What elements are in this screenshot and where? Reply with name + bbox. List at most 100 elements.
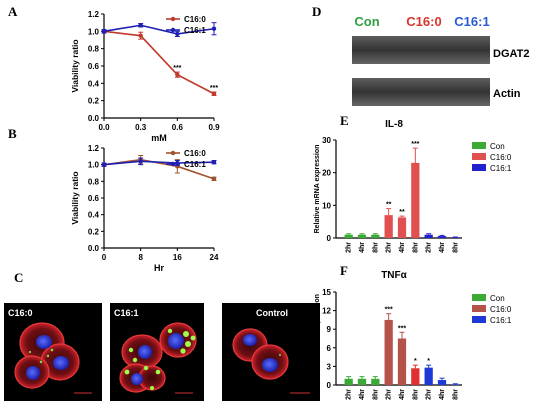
line-chart-a: 0.0 0.2 0.4 0.6 0.8 1.0 1.2 0.0 0.3 0.6 0.9 mM Viabi…	[70, 10, 220, 143]
bar	[344, 378, 353, 385]
x-tick-label: 8	[138, 253, 143, 262]
x-tick-label: 4hr	[359, 389, 366, 400]
y-tick-label: 0.8	[88, 177, 100, 186]
legend-label: C16:0	[184, 15, 206, 24]
legend-swatch	[472, 316, 486, 323]
line-chart-b: 0.0 0.2 0.4 0.6 0.8 1.0 1.2 0 8 16 24 Hr Viability r…	[70, 144, 219, 273]
data-point	[175, 31, 180, 37]
panel-label-a: A	[8, 4, 18, 19]
bar	[424, 367, 433, 385]
y-tick-label: 0.4	[88, 211, 100, 220]
legend-label: C16:0	[184, 149, 206, 158]
y-tick-label: 12	[322, 307, 331, 316]
y-tick-label: 15	[322, 288, 331, 297]
y-tick-label: 30	[322, 136, 331, 145]
x-tick-label: 2hr	[426, 389, 433, 400]
legend-swatch	[472, 164, 486, 171]
x-tick-label: 0.9	[208, 123, 220, 132]
legend-swatch	[472, 294, 486, 301]
significance-marker: ***	[411, 141, 419, 148]
y-tick-label: 0.2	[88, 227, 100, 236]
x-tick-label: 8hr	[452, 242, 459, 253]
y-tick-label: 1.2	[88, 144, 100, 153]
y-tick-label: 0	[327, 381, 332, 390]
chart-title: TNFα	[381, 270, 407, 281]
y-tick-label: 0	[327, 234, 332, 243]
bar	[371, 234, 380, 238]
chart-title: IL-8	[385, 119, 403, 130]
micrograph-label: C16:1	[114, 308, 139, 318]
bar	[371, 378, 380, 385]
bar	[397, 338, 407, 385]
y-tick-label: 3	[327, 362, 332, 371]
x-tick-label: 0.6	[172, 123, 184, 132]
micrograph-label: C16:0	[8, 308, 33, 318]
bar	[451, 384, 460, 385]
series-line	[103, 158, 215, 180]
series-line	[103, 160, 215, 166]
x-tick-label: 8hr	[412, 389, 419, 400]
significance-marker: **	[399, 209, 405, 216]
legend-label: C16:1	[490, 164, 512, 173]
legend-label: Con	[490, 142, 505, 151]
bar	[437, 380, 447, 385]
micrograph-control: Control	[222, 303, 320, 401]
x-tick-label: 8hr	[412, 242, 419, 253]
legend-marker	[170, 16, 176, 22]
data-point	[101, 162, 107, 167]
data-point	[211, 91, 217, 96]
legend-label: C16:1	[184, 160, 206, 169]
data-point	[138, 23, 143, 28]
y-tick-label: 1.0	[88, 161, 100, 170]
x-tick-label: 2hr	[386, 389, 393, 400]
legend-swatch	[472, 142, 486, 149]
panel-label-d: D	[312, 4, 321, 19]
bar	[397, 217, 407, 238]
bar	[384, 215, 393, 238]
x-axis-label: Hr	[154, 263, 164, 273]
x-tick-label: 2hr	[346, 389, 353, 400]
y-tick-label: 20	[322, 169, 331, 178]
cell-cluster	[14, 322, 80, 389]
x-tick-label: 4hr	[359, 242, 366, 253]
panel-label-c: C	[14, 270, 23, 285]
significance-marker: ***	[210, 85, 218, 92]
x-tick-label: 4hr	[439, 389, 446, 400]
microscopy-panel: C16:0	[4, 303, 320, 401]
data-point	[175, 72, 180, 77]
series-line	[103, 24, 215, 35]
significance-marker: ***	[385, 307, 393, 314]
y-tick-label: 0.0	[88, 244, 100, 253]
bar	[411, 162, 420, 238]
significance-marker: ***	[398, 325, 406, 332]
significance-marker: *	[414, 358, 417, 365]
legend-marker	[170, 161, 176, 167]
x-tick-label: 2hr	[386, 242, 393, 253]
data-point	[138, 159, 143, 164]
blot-label-actin: Actin	[493, 88, 521, 100]
legend-marker	[170, 150, 176, 156]
significance-marker: *	[427, 358, 430, 365]
western-blot-panel: Con C16:0 C16:1 DGAT2 Actin	[352, 14, 529, 106]
x-tick-label: 0.3	[135, 123, 147, 132]
data-point	[211, 176, 217, 182]
series-line	[103, 30, 215, 95]
cell-cluster	[119, 322, 197, 393]
legend-label: C16:0	[490, 305, 512, 314]
y-axis-label: Viability ratio	[70, 39, 80, 92]
micrograph-c160: C16:0	[4, 303, 102, 401]
micrograph-label: Control	[256, 308, 288, 318]
x-tick-label: 8hr	[452, 389, 459, 400]
legend-swatch	[472, 153, 486, 160]
legend-marker	[170, 27, 176, 33]
legend-label: C16:0	[490, 153, 512, 162]
x-tick-label: 2hr	[346, 242, 353, 253]
x-tick-label: 8hr	[372, 389, 379, 400]
bar	[357, 378, 367, 385]
x-tick-label: 24	[210, 253, 219, 262]
x-tick-label: 0	[102, 253, 107, 262]
blot-lane-header-con: Con	[354, 14, 379, 29]
bar	[344, 234, 353, 238]
